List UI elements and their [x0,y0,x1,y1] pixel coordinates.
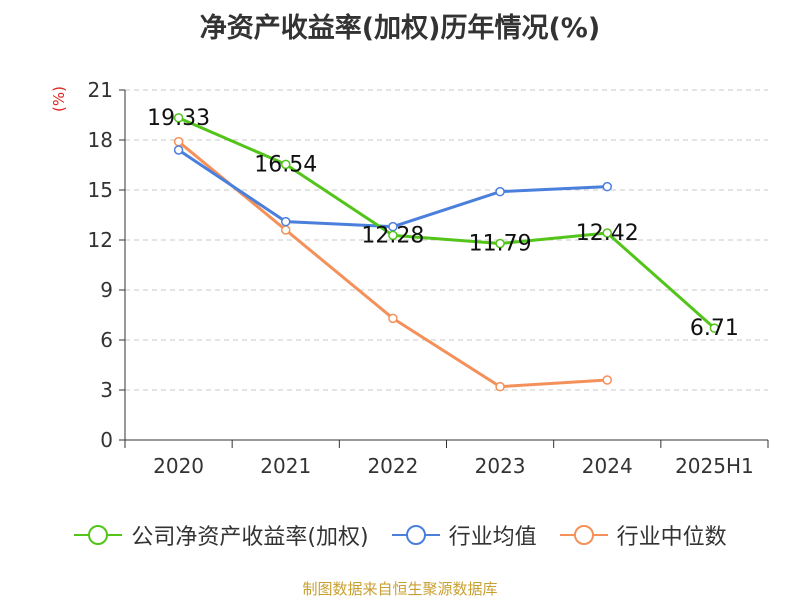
data-point [388,313,398,324]
y-tick-label: 9 [100,278,113,302]
data-label: 16.54 [254,152,317,177]
chart-title: 净资产收益率(加权)历年情况(%) [199,13,601,44]
data-point [495,238,505,249]
legend-label: 公司净资产收益率(加权) [131,525,369,550]
series-line [177,116,716,330]
x-tick-label: 2024 [582,454,633,478]
data-label: 12.42 [576,221,639,246]
data-point [709,323,720,333]
y-tick-label: 18 [88,128,113,152]
gridlines [125,89,768,391]
y-tick-label: 21 [88,78,113,102]
legend: 公司净资产收益率(加权) 行业均值 行业中位数 [0,519,800,551]
data-point [602,375,612,385]
y-tick-label: 12 [88,228,113,252]
legend-item: 行业中位数 [559,519,727,551]
legend-marker-icon [559,525,608,545]
x-tick-label: 2021 [260,454,311,478]
y-tick-label: 3 [100,378,113,402]
data-point [602,228,612,238]
x-tick-label: 2025H1 [675,454,754,478]
legend-circle [405,525,426,545]
legend-marker-icon [391,525,440,545]
data-point [495,381,505,392]
legend-item: 行业均值 [391,519,537,551]
legend-circle [88,525,109,545]
legend-marker-icon [74,525,123,545]
data-point [173,145,184,155]
y-tick-label: 0 [100,428,113,452]
source-note: 制图数据来自恒生聚源数据库 [302,580,498,598]
data-point [281,159,291,170]
data-point [388,230,398,241]
x-tick-label: 2022 [367,454,418,478]
data-label: 11.79 [469,232,532,257]
legend-item: 公司净资产收益率(加权) [73,519,369,551]
data-point [173,136,184,147]
data-point [281,225,291,235]
series-line [177,140,608,389]
data-labels: 19.33 16.54 12.28 11.79 12.42 6.71 [147,106,739,341]
axes: 0 3 6 9 12 15 18 21 2020 2021 2022 2023 2024 2025H1 [88,78,769,478]
legend-label: 行业中位数 [616,525,727,550]
y-tick-label: 15 [88,178,113,202]
data-point [495,186,505,197]
series-line [177,148,608,229]
legend-label: 行业均值 [448,525,537,550]
series-group [173,113,720,392]
data-label: 19.33 [147,106,210,131]
data-point [281,216,291,227]
data-point [602,181,612,192]
data-label: 12.28 [361,223,424,248]
y-tick-label: 6 [100,328,113,352]
data-point [173,113,184,123]
x-tick-label: 2020 [153,454,204,478]
data-label: 6.71 [690,316,739,341]
legend-circle [573,525,594,545]
x-tick-label: 2023 [475,454,526,478]
